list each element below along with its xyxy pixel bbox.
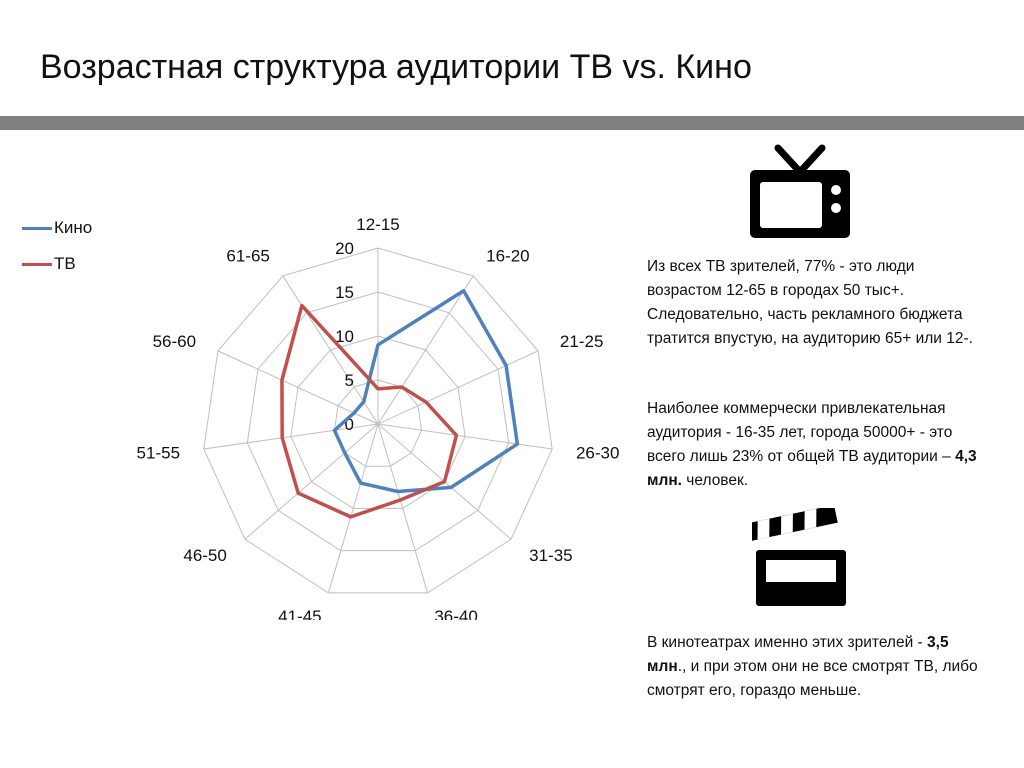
commercial-text-part: Наиболее коммерчески привлекательная ауд… [647,400,956,465]
cinema-viewers-text: В кинотеатрах именно этих зрителей - 3,5… [647,631,992,703]
grid-spoke-36-40 [377,423,429,594]
category-label-36-40: 36-40 [434,607,477,620]
legend-swatch-kino [22,226,52,230]
cinema-text-part: В кинотеатрах именно этих зрителей - [647,634,928,651]
grid-spoke-26-30 [377,423,553,450]
r-tick-label-0: 0 [345,415,354,434]
grid-ring-15 [246,291,510,552]
film-clapperboard-icon [752,508,846,606]
legend-item-kino: Кино [22,210,92,246]
grid-spoke-61-65 [282,275,379,425]
r-tick-label-20: 20 [335,239,354,258]
category-label-51-55: 51-55 [137,443,180,462]
tv-viewers-text: Из всех ТВ зрителей, 77% - это люди возр… [647,258,973,347]
commercial-text-end: человек. [681,472,749,489]
category-label-26-30: 26-30 [576,443,619,462]
cinema-highlight: 3,5 млн [647,634,949,675]
category-label-12-15: 12-15 [356,215,399,234]
legend-item-tv: ТВ [22,246,92,282]
legend-label-tv: ТВ [54,254,76,273]
legend-swatch-tv [22,262,52,266]
category-label-46-50: 46-50 [183,546,226,565]
category-label-41-45: 41-45 [278,607,321,620]
r-tick-label-5: 5 [345,371,354,390]
grid-ring-20 [203,247,553,594]
chart-legend: Кино ТВ [22,210,92,282]
page-title: Возрастная структура аудитории ТВ vs. Ки… [40,48,752,86]
r-tick-label-10: 10 [335,327,354,346]
category-label-56-60: 56-60 [153,332,196,351]
commercial-highlight: 4,3 млн. [647,448,977,489]
title-divider [0,116,1024,130]
grid-spoke-46-50 [244,423,379,540]
cinema-text-end: ., и при этом они не все смотрят ТВ, либ… [647,658,978,699]
grid-spoke-21-25 [377,350,539,425]
category-label-61-65: 61-65 [226,247,269,266]
category-label-31-35: 31-35 [529,546,572,565]
category-label-16-20: 16-20 [486,247,529,266]
r-tick-label-15: 15 [335,283,354,302]
legend-label-kino: Кино [54,218,93,237]
grid-spoke-16-20 [377,275,474,425]
series-line-kino [332,288,520,494]
series-line-tv [280,303,459,519]
tv-icon [750,144,850,238]
grid-spoke-51-55 [203,423,379,450]
category-label-21-25: 21-25 [560,332,603,351]
grid-ring-5 [333,379,423,467]
commercial-audience-text: Наиболее коммерчески привлекательная ауд… [647,397,992,493]
grid-spoke-56-60 [217,350,379,425]
grid-spoke-41-45 [327,423,379,594]
